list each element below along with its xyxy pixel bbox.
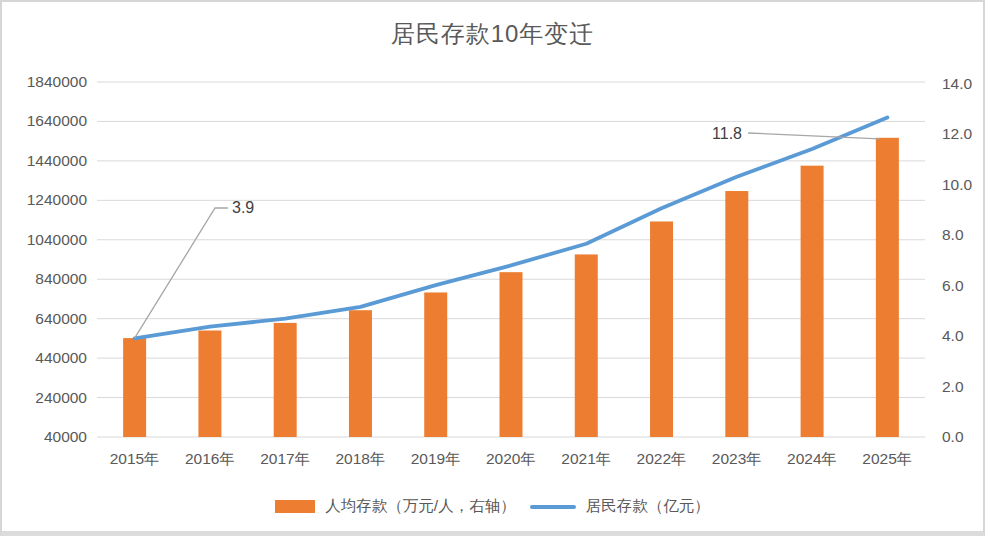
bar-2021年 — [575, 254, 598, 437]
bar-2015年 — [123, 338, 146, 437]
left-axis-tick-label: 1040000 — [27, 231, 88, 248]
left-axis-tick-label: 1840000 — [27, 73, 88, 90]
annotation-leader-line — [748, 133, 879, 139]
bar-2018年 — [349, 310, 372, 437]
x-axis-tick-label: 2023年 — [712, 450, 762, 467]
bar-2016年 — [198, 331, 221, 438]
x-axis-tick-label: 2018年 — [335, 450, 385, 467]
right-axis-tick-label: 4.0 — [942, 327, 964, 344]
right-axis-tick-label: 8.0 — [942, 226, 964, 243]
x-axis-tick-label: 2019年 — [411, 450, 461, 467]
legend-entry-bar-series: 人均存款（万元/人，右轴） — [275, 496, 515, 517]
right-axis-tick-label: 0.0 — [942, 428, 964, 445]
left-axis-tick-label: 1640000 — [27, 112, 88, 129]
legend-label-bar-series: 人均存款（万元/人，右轴） — [325, 496, 515, 517]
left-axis-tick-label: 440000 — [35, 349, 87, 366]
right-axis-tick-label: 12.0 — [942, 125, 973, 142]
right-axis-tick-label: 10.0 — [942, 176, 973, 193]
annotation-label: 3.9 — [232, 199, 254, 216]
legend-entry-line-series: 居民存款（亿元） — [530, 496, 710, 517]
combo-chart-plot: 1840000 1640000 1440000 1240000 1040000 84000… — [2, 2, 985, 492]
left-axis-tick-label: 840000 — [35, 270, 87, 287]
bar-2025年 — [876, 138, 899, 437]
right-axis-tick-label: 14.0 — [942, 75, 973, 92]
bar-series-swatch-icon — [275, 500, 315, 513]
annotation-label: 11.8 — [712, 125, 742, 142]
left-axis-tick-label: 240000 — [35, 389, 87, 406]
left-axis-tick-label: 1440000 — [27, 152, 88, 169]
x-axis-tick-label: 2020年 — [486, 450, 536, 467]
x-axis-tick-label: 2017年 — [260, 450, 310, 467]
x-axis-tick-label: 2015年 — [110, 450, 160, 467]
right-axis-tick-label: 6.0 — [942, 277, 964, 294]
left-axis-tick-label: 1240000 — [27, 191, 88, 208]
x-axis-tick-label: 2016年 — [185, 450, 235, 467]
chart-canvas: 居民存款10年变迁 184000016400001440000124000010… — [0, 0, 985, 536]
bar-2024年 — [801, 166, 824, 437]
line-series-swatch-icon — [530, 505, 576, 509]
chart-legend: 人均存款（万元/人，右轴） 居民存款（亿元） — [2, 496, 983, 517]
x-axis-tick-label: 2024年 — [787, 450, 837, 467]
bar-2019年 — [424, 292, 447, 437]
bar-2017年 — [274, 323, 297, 437]
x-axis-tick-label: 2021年 — [561, 450, 611, 467]
bar-2020年 — [500, 272, 523, 437]
right-axis-tick-label: 2.0 — [942, 378, 964, 395]
left-axis-tick-label: 40000 — [44, 428, 87, 445]
legend-label-line-series: 居民存款（亿元） — [586, 496, 710, 517]
x-axis-tick-label: 2022年 — [637, 450, 687, 467]
bar-2023年 — [725, 191, 748, 437]
left-axis-tick-label: 640000 — [35, 310, 87, 327]
bar-2022年 — [650, 221, 673, 437]
x-axis-tick-label: 2025年 — [862, 450, 912, 467]
